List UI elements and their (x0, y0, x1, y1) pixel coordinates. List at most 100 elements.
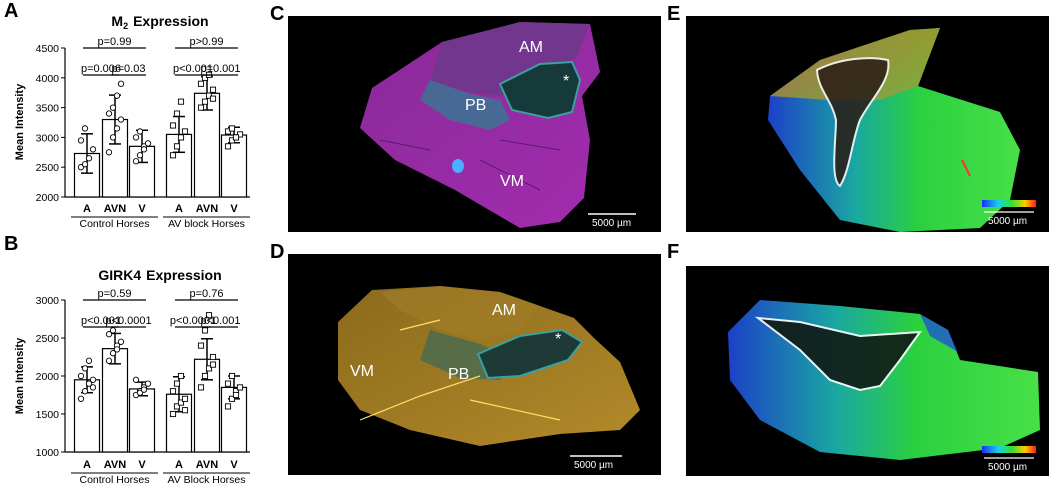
chart-a-ytick-label: 2000 (36, 192, 60, 204)
image-c-scale-label: 5000 µm (592, 218, 631, 229)
chart-b-point (209, 353, 217, 361)
chart-a-ytick-label: 3000 (36, 132, 60, 144)
chart-a-point (177, 98, 185, 105)
chart-b-point (140, 386, 148, 393)
panel-letter-d: D (270, 241, 284, 263)
chart-a-title-sub: 2 (123, 21, 128, 31)
chart-a-point (173, 143, 181, 150)
chart-a-point (209, 95, 217, 102)
image-f-blue-edge (920, 314, 958, 352)
chart-b-comparison-label: p<0.0001 (105, 315, 151, 327)
chart-b-ytick-label: 2500 (36, 333, 60, 345)
chart-b-ytick-label: 1000 (36, 447, 60, 459)
chart-a-point (181, 128, 189, 135)
chart-b: GIRK4 Expression Mean Intensity 1000 1500 2… (14, 267, 250, 486)
chart-b-ylabel: Mean Intensity (14, 337, 26, 414)
chart-b-point (224, 380, 232, 387)
chart-a-point (201, 98, 209, 105)
chart-a-point (209, 86, 217, 93)
chart-a-comparison-label: p=0.001 (200, 63, 240, 75)
chart-a-point (105, 149, 113, 156)
chart-b-point (224, 403, 232, 410)
chart-b-point (177, 372, 185, 380)
chart-a-point (173, 110, 181, 117)
chart-b-point (81, 365, 89, 372)
chart-a-point (85, 155, 93, 162)
chart-a-category-label: V (138, 203, 146, 215)
image-e-colorbar (982, 200, 1036, 207)
chart-b-point (169, 388, 177, 395)
image-f-roi-outline (754, 316, 923, 392)
chart-b-point (117, 338, 125, 345)
chart-b-point (109, 350, 117, 357)
image-d-label-star: * (555, 331, 561, 348)
chart-a-point (117, 116, 125, 123)
chart-a-point (113, 125, 121, 132)
image-c-label-vm: VM (500, 173, 524, 190)
chart-b-title-rest: Expression (146, 267, 221, 283)
image-d-fibers (359, 319, 561, 421)
chart-a-point (109, 134, 117, 141)
image-c-blue-spot (452, 159, 464, 173)
chart-b-point (228, 372, 236, 380)
chart-b-ytick-label: 1500 (36, 409, 60, 421)
chart-a-point (136, 128, 144, 135)
chart-b-point (77, 372, 85, 380)
chart-a-category-label: A (83, 203, 91, 215)
chart-a-comparison-label: p<0.001 (173, 63, 213, 75)
chart-a-point (224, 143, 232, 150)
chart-b-group-label: Control Horses (79, 474, 149, 486)
chart-a-point (105, 110, 113, 117)
chart-a-group-label: Control Horses (79, 218, 149, 230)
chart-b-point (197, 342, 205, 349)
chart-b-point (173, 380, 181, 387)
image-f: 5000 µm (686, 266, 1049, 476)
chart-a-comparison-label: p>0.99 (190, 36, 224, 48)
chart-b-point (113, 346, 121, 353)
chart-a-point (144, 140, 152, 147)
image-c-fibers (379, 139, 561, 191)
chart-b-point (132, 376, 140, 383)
chart-a-point (81, 161, 89, 168)
chart-a-title-rest: Expression (133, 13, 208, 29)
chart-a-point (169, 122, 177, 129)
image-d: AM * PB VM 5000 µm (288, 254, 661, 475)
chart-a-point (228, 125, 236, 132)
panel-letter-f: F (667, 241, 679, 263)
chart-a-point (197, 104, 205, 111)
image-c-label-am: AM (519, 39, 543, 56)
image-d-label-pb: PB (448, 366, 469, 383)
image-d-label-vm: VM (350, 363, 374, 380)
chart-b-point (201, 327, 209, 334)
chart-b-category-label: A (83, 459, 91, 471)
chart-b-title: GIRK4 Expression (98, 267, 221, 283)
chart-b-point (77, 395, 85, 402)
chart-a-category-label: A (175, 203, 183, 215)
chart-a: M2 Expression Mean Intensity 2000 2500 3000… (14, 13, 250, 230)
image-e-scale-label: 5000 µm (988, 216, 1027, 227)
chart-a-comparison-label: p=0.03 (112, 63, 146, 75)
chart-b-point (197, 384, 205, 391)
chart-a-group-label: AV block Horses (168, 218, 245, 230)
chart-a-ylabel: Mean Intensity (14, 83, 26, 160)
chart-b-ytick-label: 3000 (36, 295, 60, 307)
image-c-penetrating-bundle-region (420, 80, 510, 130)
chart-b-comparison-label: p=0.59 (98, 288, 132, 300)
chart-b-point (232, 391, 240, 399)
chart-a-ytick-label: 3500 (36, 103, 60, 115)
chart-b-category-label: AVN (104, 459, 126, 471)
image-d-scale-label: 5000 µm (574, 460, 613, 471)
image-f-scale-label: 5000 µm (988, 462, 1027, 473)
chart-b-point (205, 365, 213, 372)
chart-b-point (236, 384, 244, 391)
image-d-atrial-region (380, 286, 540, 340)
chart-b-title-main: GIRK4 (98, 267, 141, 283)
chart-b-category-label: V (230, 459, 238, 471)
panel-letter-e: E (667, 3, 680, 25)
chart-a-point (113, 92, 121, 99)
chart-b-point (105, 357, 113, 364)
chart-b-comparison-label: p<0.0001 (170, 315, 216, 327)
chart-b-point (205, 312, 213, 319)
chart-a-point (81, 125, 89, 132)
